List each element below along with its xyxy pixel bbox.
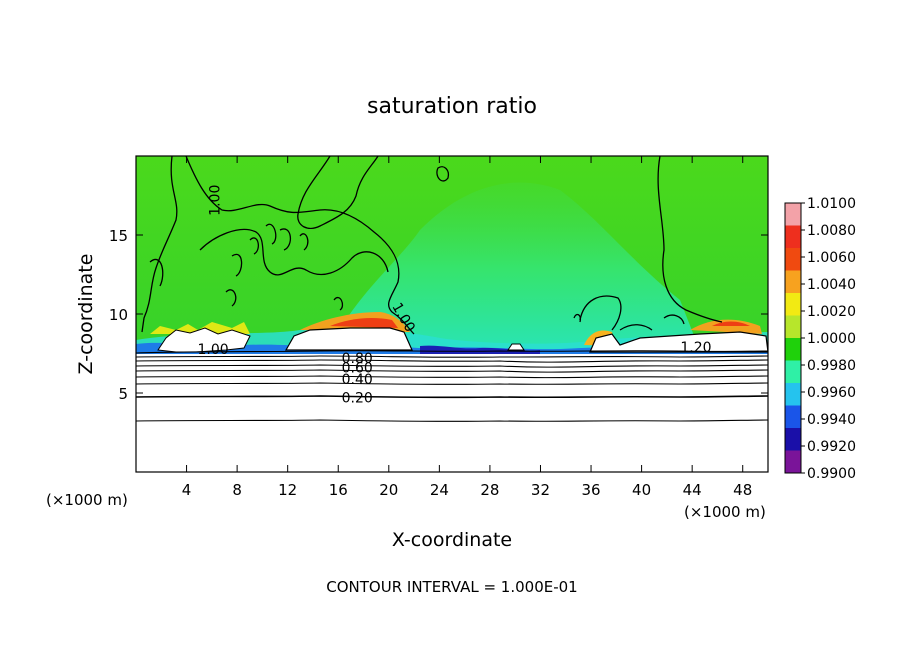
deep-subsaturated-band: [420, 345, 540, 354]
plot-area: 1.001.001.001.200.800.600.400.20: [136, 156, 768, 472]
colorbar-swatch: [785, 383, 801, 406]
warm-band-right: [690, 319, 762, 334]
x-tick-label: 28: [480, 481, 499, 499]
colorbar-swatch: [785, 203, 801, 226]
colorbar-swatch: [785, 338, 801, 361]
colorbar-swatch: [785, 360, 801, 384]
colorbar-label: 0.9900: [807, 466, 856, 482]
warm-band-center-red: [330, 318, 398, 328]
x-tick-label: 4: [182, 481, 192, 499]
x-tick-label: 16: [329, 481, 348, 499]
colorbar-label: 1.0060: [807, 250, 856, 266]
contour-labels: 1.001.001.001.200.800.600.400.20: [198, 185, 712, 407]
x-axis-ticks: 4 8 12 16 20 24 28 32 36 40 44 48: [182, 156, 752, 499]
x-tick-label: 32: [531, 481, 550, 499]
colorbar-label: 1.0020: [807, 304, 856, 320]
x-tick-label: 12: [278, 481, 297, 499]
y-tick-label: 5: [118, 385, 128, 403]
y-axis-ticks: 5 10 15: [109, 227, 768, 403]
contour-label: 0.80: [342, 351, 373, 367]
contour-label: 0.20: [342, 391, 373, 407]
x-tick-label: 36: [581, 481, 600, 499]
y-tick-label: 10: [109, 306, 128, 324]
x-tick-label: 20: [379, 481, 398, 499]
colorbar-label: 1.0000: [807, 331, 856, 347]
contour-interval-footer: CONTOUR INTERVAL = 1.000E-01: [326, 578, 577, 596]
cloud-patch-small: [507, 343, 525, 351]
colorbar-swatch: [785, 428, 801, 451]
moist-plume-region: [330, 182, 700, 351]
colorbar-swatch: [785, 293, 801, 316]
colorbar-label: 0.9920: [807, 439, 856, 455]
contour-label: 1.00: [198, 342, 229, 358]
colorbar-swatch: [785, 270, 801, 294]
contour-lines-lower: [136, 350, 768, 422]
chart-title: saturation ratio: [367, 94, 537, 119]
contour-lines-upper: [141, 156, 723, 335]
colorbar-label: 0.9960: [807, 385, 856, 401]
x-unit-label-right: (×1000 m): [684, 503, 766, 521]
colorbar-swatch: [785, 225, 801, 249]
colorbar-label: 1.0100: [807, 196, 856, 212]
y-axis-label: Z-coordinate: [75, 254, 97, 375]
contour-label: 1.00: [207, 185, 223, 216]
x-tick-label: 8: [232, 481, 242, 499]
colorbar-label: 1.0080: [807, 223, 856, 239]
x-tick-label: 44: [683, 481, 702, 499]
warm-band-right-red: [712, 321, 750, 326]
colorbar-swatch: [785, 248, 801, 271]
colorbar-swatch: [785, 450, 801, 474]
cloud-patch-center: [284, 327, 413, 351]
y-tick-label: 15: [109, 227, 128, 245]
colorbar-swatch: [785, 405, 801, 429]
colorbar-swatch: [785, 315, 801, 339]
colorbar: 1.0100 1.0080 1.0060 1.0040 1.0020 1.0000 0.99…: [784, 196, 856, 482]
cloud-patch-right: [589, 331, 768, 353]
contour-label: 0.40: [342, 372, 373, 388]
colorbar-label: 0.9980: [807, 358, 856, 374]
contour-label: 1.20: [680, 340, 711, 356]
x-tick-label: 40: [632, 481, 651, 499]
colorbar-label: 1.0040: [807, 277, 856, 293]
x-tick-label: 48: [733, 481, 752, 499]
x-unit-label-left: (×1000 m): [46, 491, 128, 509]
colorbar-label: 0.9940: [807, 412, 856, 428]
x-axis-label: X-coordinate: [392, 529, 512, 551]
x-tick-label: 24: [430, 481, 449, 499]
contour-label: 0.60: [342, 361, 373, 377]
